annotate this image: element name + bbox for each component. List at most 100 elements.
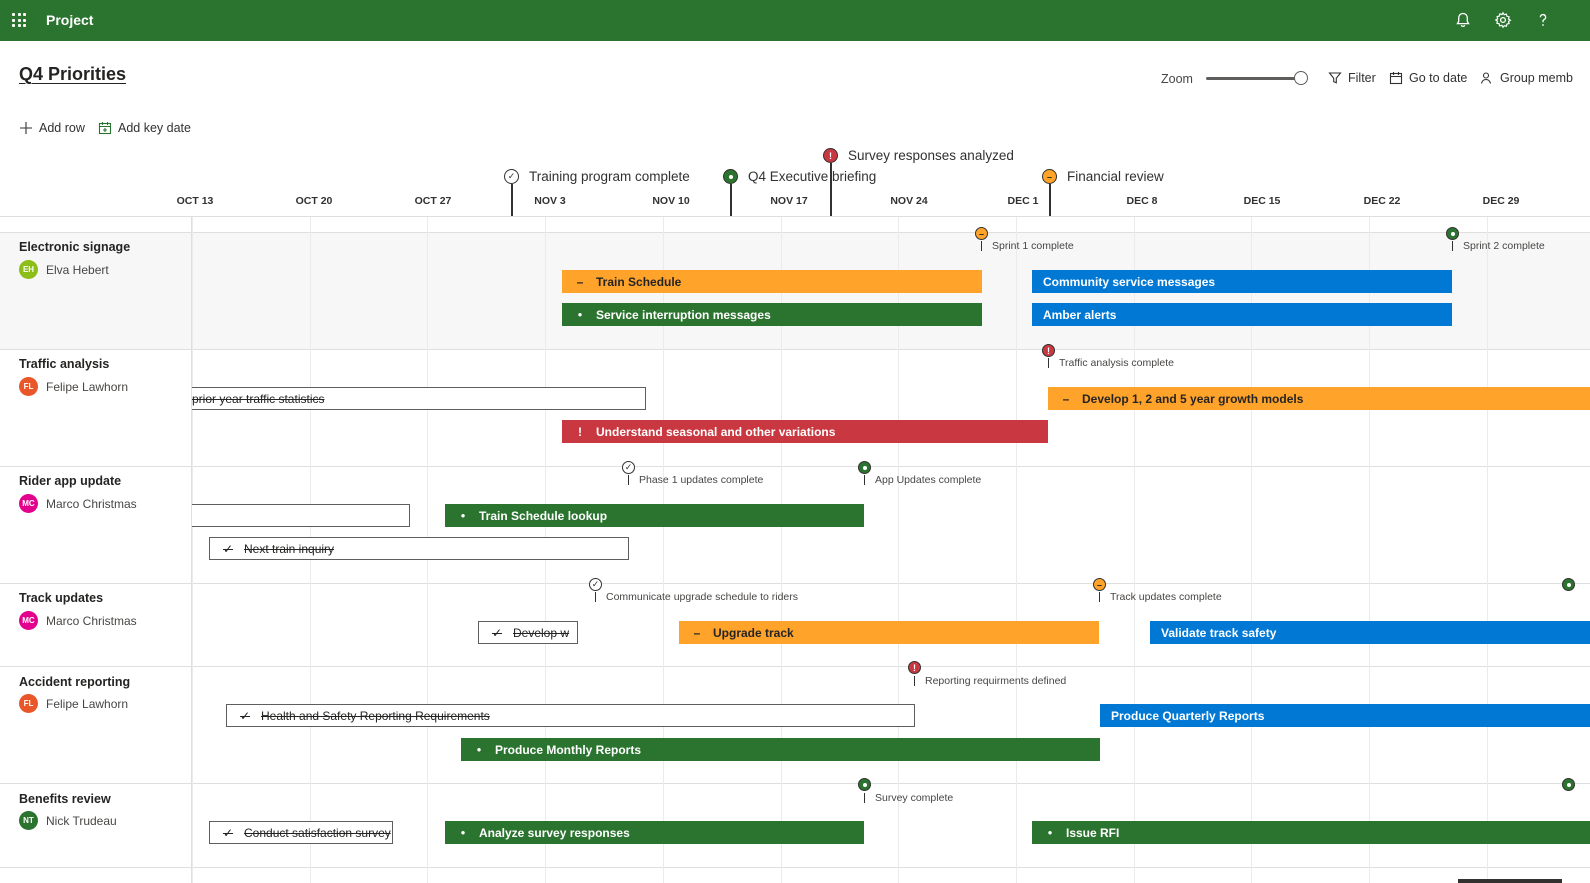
task-bar[interactable]: Amber alerts bbox=[1032, 303, 1452, 326]
row-owner[interactable]: FL Felipe Lawhorn bbox=[19, 694, 128, 713]
task-bar[interactable]: ● Train Schedule lookup bbox=[445, 504, 864, 527]
critical-icon[interactable]: ! bbox=[908, 661, 921, 674]
milestone-label[interactable]: Phase 1 updates complete bbox=[639, 474, 764, 486]
critical-icon: ! bbox=[578, 424, 582, 439]
on-track-icon[interactable] bbox=[1562, 578, 1575, 591]
add-key-date-label: Add key date bbox=[118, 121, 191, 135]
row-title[interactable]: Track updates bbox=[19, 591, 104, 605]
bell-icon[interactable] bbox=[1454, 11, 1472, 29]
zoom-slider-thumb[interactable] bbox=[1294, 71, 1308, 85]
milestone-line bbox=[1048, 358, 1049, 368]
go-to-date-button[interactable]: Go to date bbox=[1389, 71, 1467, 85]
gear-icon[interactable] bbox=[1494, 11, 1512, 29]
lane-separator bbox=[0, 466, 1590, 467]
milestone-label[interactable]: Track updates complete bbox=[1110, 591, 1222, 603]
group-members-button[interactable]: Group memb bbox=[1480, 71, 1573, 85]
key-date-line bbox=[511, 184, 513, 216]
check-icon: ✓ bbox=[491, 625, 503, 640]
on-track-icon: ● bbox=[577, 310, 583, 319]
at-risk-icon[interactable]: – bbox=[1093, 578, 1106, 591]
milestone-label[interactable]: App Updates complete bbox=[875, 474, 982, 486]
row-owner[interactable]: FL Felipe Lawhorn bbox=[19, 377, 128, 396]
task-label: Train Schedule bbox=[596, 274, 682, 289]
row-title[interactable]: Accident reporting bbox=[19, 675, 131, 689]
task-bar[interactable]: ✓ Develop w bbox=[478, 621, 578, 644]
milestone-label[interactable]: Traffic analysis complete bbox=[1059, 357, 1174, 369]
task-bar[interactable]: Validate track safety bbox=[1150, 621, 1590, 644]
milestone-label[interactable]: Reporting requirments defined bbox=[925, 675, 1067, 687]
at-risk-icon: – bbox=[693, 625, 701, 640]
lane-separator bbox=[0, 349, 1590, 350]
task-label: Conduct satisfaction survey bbox=[244, 825, 391, 840]
on-track-icon bbox=[723, 169, 738, 184]
task-label: Develop w bbox=[513, 625, 570, 640]
owner-name: Elva Hebert bbox=[46, 262, 109, 277]
check-icon: ✓ bbox=[222, 825, 234, 840]
milestone-label[interactable]: Communicate upgrade schedule to riders bbox=[606, 591, 799, 603]
key-date-survey-responses-analyzed[interactable]: ! Survey responses analyzed bbox=[823, 148, 1014, 163]
app-name[interactable]: Project bbox=[46, 12, 94, 28]
task-bar[interactable]: ✓ Health and Safety Reporting Requiremen… bbox=[226, 704, 915, 727]
task-bar[interactable]: ● Analyze survey responses bbox=[445, 821, 864, 844]
horizontal-scrollbar[interactable] bbox=[1458, 879, 1562, 883]
task-bar[interactable]: ✓ Next train inquiry bbox=[209, 537, 629, 560]
row-title[interactable]: Benefits review bbox=[19, 792, 111, 806]
milestone-line bbox=[864, 475, 865, 485]
milestone-label[interactable]: Sprint 1 complete bbox=[992, 240, 1074, 252]
task-bar[interactable]: prior year traffic statistics bbox=[192, 387, 646, 410]
row-title[interactable]: Traffic analysis bbox=[19, 357, 110, 371]
avatar: MC bbox=[19, 494, 38, 513]
row-owner[interactable]: MC Marco Christmas bbox=[19, 611, 137, 630]
avatar: FL bbox=[19, 694, 38, 713]
key-date-label: Financial review bbox=[1067, 169, 1164, 184]
key-date-training-program-complete[interactable]: ✓ Training program complete bbox=[504, 169, 690, 184]
task-label: Develop 1, 2 and 5 year growth models bbox=[1082, 391, 1304, 406]
check-icon[interactable]: ✓ bbox=[589, 578, 602, 591]
task-bar[interactable]: ● Produce Monthly Reports bbox=[461, 738, 1100, 761]
task-bar[interactable]: – Upgrade track bbox=[679, 621, 1099, 644]
task-bar[interactable]: – Develop 1, 2 and 5 year growth models bbox=[1048, 387, 1590, 410]
on-track-icon[interactable] bbox=[858, 778, 871, 791]
help-icon[interactable] bbox=[1534, 11, 1552, 29]
row-title[interactable]: Rider app update bbox=[19, 474, 122, 488]
task-bar[interactable]: – Train Schedule bbox=[562, 270, 982, 293]
task-bar[interactable]: Produce Quarterly Reports bbox=[1100, 704, 1590, 727]
filter-icon bbox=[1328, 72, 1342, 84]
task-label: Next train inquiry bbox=[244, 541, 335, 556]
at-risk-icon[interactable]: – bbox=[975, 227, 988, 240]
owner-name: Felipe Lawhorn bbox=[46, 379, 129, 394]
milestone-line bbox=[595, 592, 596, 602]
zoom-slider-track[interactable] bbox=[1206, 77, 1300, 80]
key-date-label: Survey responses analyzed bbox=[848, 148, 1014, 163]
app-launcher-icon[interactable] bbox=[12, 13, 26, 27]
on-track-icon[interactable] bbox=[858, 461, 871, 474]
task-label: Community service messages bbox=[1043, 274, 1216, 289]
milestone-label[interactable]: Sprint 2 complete bbox=[1463, 240, 1545, 252]
lane-separator bbox=[0, 232, 1590, 233]
task-bar[interactable]: ● Issue RFI bbox=[1032, 821, 1590, 844]
task-bar[interactable]: ✓ Conduct satisfaction survey bbox=[209, 821, 393, 844]
key-date-q4-executive-briefing[interactable]: Q4 Executive briefing bbox=[723, 169, 876, 184]
milestone-line bbox=[1452, 241, 1453, 251]
owner-name: Nick Trudeau bbox=[46, 813, 117, 828]
task-bar[interactable] bbox=[192, 504, 410, 527]
key-date-financial-review[interactable]: – Financial review bbox=[1042, 169, 1164, 184]
row-owner[interactable]: EH Elva Hebert bbox=[19, 260, 109, 279]
lane-separator bbox=[0, 666, 1590, 667]
task-bar[interactable]: ! Understand seasonal and other variatio… bbox=[562, 420, 1048, 443]
check-icon[interactable]: ✓ bbox=[622, 461, 635, 474]
task-bar[interactable]: ● Service interruption messages bbox=[562, 303, 982, 326]
filter-button[interactable]: Filter bbox=[1328, 71, 1376, 85]
page-title[interactable]: Q4 Priorities bbox=[19, 64, 127, 84]
row-title[interactable]: Electronic signage bbox=[19, 240, 131, 254]
task-bar[interactable]: Community service messages bbox=[1032, 270, 1452, 293]
milestone-label[interactable]: Survey complete bbox=[875, 792, 954, 804]
on-track-icon[interactable] bbox=[1562, 778, 1575, 791]
add-key-date-button[interactable]: Add key date bbox=[98, 121, 191, 135]
add-row-button[interactable]: Add row bbox=[19, 121, 85, 135]
row-owner[interactable]: MC Marco Christmas bbox=[19, 494, 137, 513]
filter-label: Filter bbox=[1348, 71, 1376, 85]
row-owner[interactable]: NT Nick Trudeau bbox=[19, 811, 117, 830]
on-track-icon[interactable] bbox=[1446, 227, 1459, 240]
critical-icon[interactable]: ! bbox=[1042, 344, 1055, 357]
